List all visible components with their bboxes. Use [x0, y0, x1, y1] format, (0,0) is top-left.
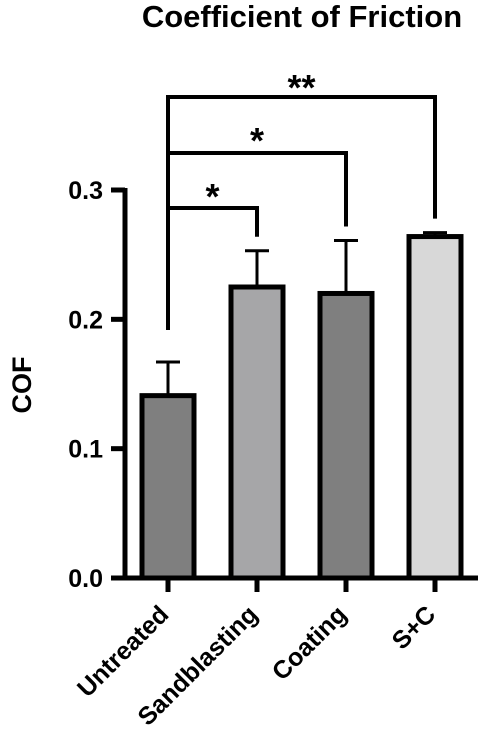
- bar: [317, 290, 375, 581]
- significance-marker: **: [287, 67, 315, 108]
- y-tick-label: 0.3: [68, 177, 103, 205]
- bars: [139, 231, 464, 581]
- category-label: S+C: [387, 600, 442, 655]
- category-label: Coating: [267, 600, 353, 686]
- chart-title: Coefficient of Friction: [142, 0, 462, 34]
- y-axis-label: COF: [7, 357, 37, 414]
- bar: [228, 284, 286, 581]
- bar: [139, 393, 197, 581]
- significance-bracket: [166, 95, 437, 219]
- y-tick-label: 0.1: [68, 436, 103, 464]
- significance-marker: *: [205, 176, 219, 217]
- significance-brackets: ****: [166, 67, 437, 330]
- y-tick-label: 0.0: [68, 565, 103, 593]
- significance-marker: *: [250, 120, 264, 161]
- y-tick-label: 0.2: [68, 306, 103, 334]
- bar: [406, 234, 464, 581]
